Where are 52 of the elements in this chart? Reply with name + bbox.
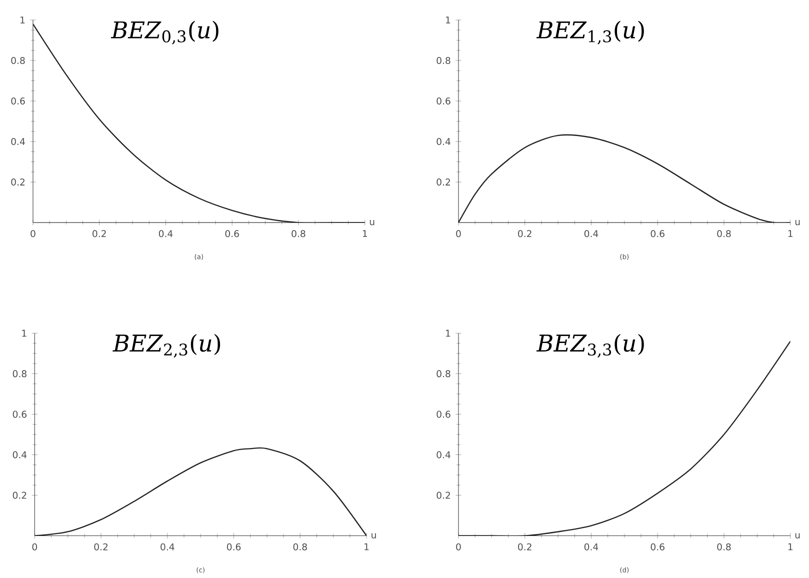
x-tick-label: 0: [32, 544, 37, 551]
x-axis-title: u: [795, 533, 800, 539]
y-tick-label: 0.6: [436, 98, 450, 105]
x-tick-label: 0.6: [650, 544, 664, 551]
y-tick-label: 0.6: [12, 410, 27, 418]
y-tick-label: 0.4: [12, 451, 27, 458]
chart-title: BEZ$_{1,3}$(u): [536, 20, 644, 45]
y-tick-label: 0.8: [436, 57, 450, 64]
y-tick-label: 0.4: [436, 451, 450, 458]
x-tick-label: 0.6: [226, 544, 241, 551]
x-tick-label: 1: [362, 230, 367, 238]
x-axis-title: u: [795, 220, 800, 226]
x-tick-label: 0.2: [518, 544, 532, 551]
y-tick-label: 0.2: [436, 178, 450, 186]
x-tick-label: 0.4: [584, 230, 598, 238]
x-tick-label: 0.6: [650, 230, 664, 238]
y-tick-label: 0.6: [436, 410, 450, 418]
chart-title: BEZ$_{0,3}$(u): [110, 20, 218, 45]
y-tick-label: 0.2: [436, 492, 450, 499]
x-tick-label: 1: [788, 544, 792, 550]
x-tick-label: 0.2: [518, 230, 532, 238]
x-tick-label: 0: [30, 230, 36, 238]
y-tick-label: 1: [20, 16, 25, 24]
y-tick-label: 0.6: [11, 98, 25, 105]
x-tick-label: 0.4: [160, 544, 174, 551]
x-tick-label: 0.8: [717, 544, 731, 551]
y-tick-label: 1: [446, 16, 450, 24]
x-tick-label: 0.4: [158, 230, 173, 238]
x-tick-label: 0: [456, 544, 461, 551]
x-tick-label: 1: [364, 544, 369, 550]
x-tick-label: 0.4: [584, 544, 598, 551]
y-tick-label: 0.4: [11, 138, 25, 146]
chart-title: BEZ$_{2,3}$(u): [112, 334, 220, 358]
x-tick-label: 0.2: [94, 544, 108, 551]
x-tick-label: 0.6: [225, 230, 239, 238]
x-axis-title: u: [372, 533, 376, 539]
x-tick-label: 0.8: [717, 230, 731, 238]
y-tick-label: 0.8: [11, 57, 25, 64]
x-tick-label: 0.8: [292, 230, 306, 238]
y-tick-label: 0.2: [11, 178, 24, 186]
y-tick-label: 1: [446, 330, 450, 337]
y-tick-label: 0.2: [12, 492, 26, 499]
x-tick-label: 0.8: [293, 544, 307, 551]
chart-title: BEZ$_{3,3}$(u): [536, 334, 644, 358]
y-tick-label: 0.8: [12, 370, 26, 378]
x-axis-title: u: [370, 220, 374, 226]
y-tick-label: 0.4: [436, 138, 450, 146]
x-tick-label: 0.2: [92, 230, 106, 238]
x-tick-label: 0: [456, 230, 461, 238]
x-tick-label: 1: [788, 230, 792, 238]
y-tick-label: 0.8: [436, 370, 450, 378]
y-tick-label: 1: [22, 330, 26, 337]
